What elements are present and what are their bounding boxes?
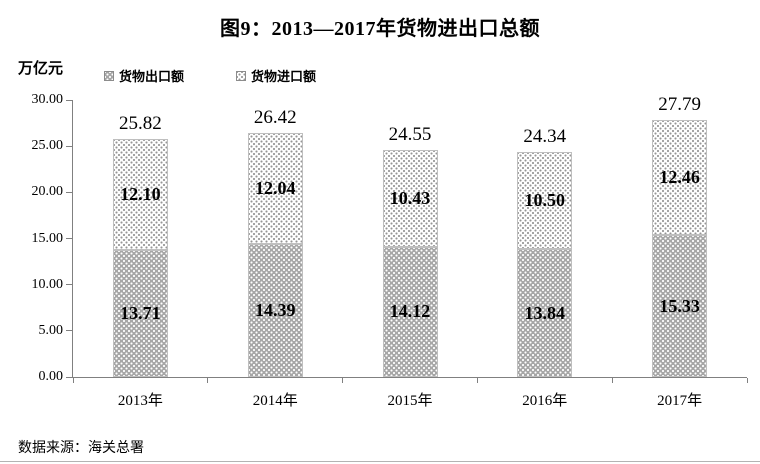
data-source-note: 数据来源：海关总署: [18, 439, 144, 455]
bar-segment-export: 14.39: [247, 244, 303, 377]
bar-segment-import: 12.04: [247, 132, 303, 245]
x-axis-category-label: 2016年: [522, 393, 568, 409]
bar-value-label: 15.33: [659, 295, 700, 316]
y-axis-tick-label: 15.00: [31, 230, 64, 246]
bar-total-label: 26.42: [253, 106, 297, 128]
x-axis-category-label: 2014年: [252, 393, 298, 409]
bar-segment-export: 15.33: [652, 235, 708, 377]
bar-segment-export: 14.12: [382, 246, 438, 377]
x-axis-tick: [611, 378, 613, 383]
x-axis-tick: [476, 378, 478, 383]
legend-item-import: 货物进口额: [236, 66, 316, 85]
bar-value-label: 13.71: [120, 303, 161, 324]
y-axis-tick: [66, 284, 72, 286]
legend: 货物出口额 货物进口额: [104, 66, 316, 85]
bar-value-label: 12.10: [120, 184, 161, 205]
bar-total-label: 24.55: [388, 124, 432, 146]
y-axis-tick: [66, 145, 72, 147]
bar-total-label: 24.34: [523, 126, 567, 148]
y-axis-tick-label: 5.00: [38, 322, 64, 338]
bar-segment-import: 10.43: [382, 150, 438, 247]
x-axis-tick: [342, 378, 344, 383]
bar-value-label: 13.84: [524, 302, 566, 323]
y-axis-tick-label: 0.00: [38, 369, 64, 384]
x-axis-category-label: 2013年: [117, 393, 163, 409]
x-axis-tick: [72, 378, 74, 383]
y-axis-tick: [66, 191, 72, 193]
legend-label-import: 货物进口额: [251, 69, 317, 84]
bottom-divider-line: [0, 461, 760, 462]
y-axis-tick: [66, 99, 72, 101]
bar-segment-import: 12.46: [652, 120, 708, 236]
plot-area: 0.00 5.00 10.00 15.00 20.00 25.00 30.00 13.71 12…: [32, 92, 748, 409]
bar-total-label: 27.79: [658, 94, 701, 116]
bar-total-label: 25.82: [119, 112, 162, 134]
y-axis-tick-label: 10.00: [31, 276, 64, 292]
bar-value-label: 10.50: [524, 190, 566, 211]
legend-item-export: 货物出口额: [104, 66, 184, 85]
chart-title: 图9：2013—2017年货物进出口总额: [220, 18, 540, 40]
y-axis-tick-label: 30.00: [31, 92, 64, 107]
bar-segment-export: 13.71: [112, 250, 168, 377]
y-axis-tick: [66, 376, 72, 378]
bar-value-label: 10.43: [389, 187, 431, 208]
y-axis-tick-label: 20.00: [31, 184, 64, 200]
y-axis-tick: [66, 238, 72, 239]
x-axis-category-label: 2017年: [657, 393, 703, 409]
bar-segment-export: 13.84: [517, 249, 573, 377]
x-axis-category-label: 2015年: [387, 393, 433, 409]
x-axis-tick: [746, 378, 748, 383]
legend-label-export: 货物出口额: [119, 69, 185, 84]
import-pattern-swatch-icon: [236, 70, 247, 81]
bar-value-label: 12.04: [254, 178, 296, 199]
export-pattern-swatch-icon: [104, 70, 114, 81]
y-axis-tick-label: 25.00: [31, 138, 64, 154]
x-axis-tick: [207, 378, 209, 383]
y-axis-tick: [66, 330, 72, 332]
bar-segment-import: 10.50: [517, 152, 573, 250]
bar-value-label: 12.46: [659, 167, 700, 188]
bar-value-label: 14.12: [389, 301, 431, 322]
bar-segment-import: 12.10: [112, 138, 168, 251]
y-axis-unit-label: 万亿元: [18, 60, 64, 77]
bar-value-label: 14.39: [254, 300, 296, 321]
